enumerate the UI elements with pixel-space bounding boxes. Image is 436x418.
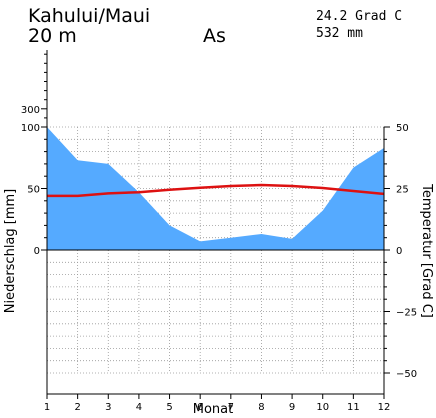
x-tick-label: 10 bbox=[316, 402, 329, 413]
mean-temperature: 24.2 Grad C bbox=[316, 9, 402, 24]
x-tick-label: 4 bbox=[136, 402, 142, 413]
x-tick-label: 12 bbox=[378, 402, 391, 413]
climate-class: As bbox=[203, 25, 226, 47]
x-tick-label: 9 bbox=[289, 402, 295, 413]
x-tick-label: 2 bbox=[74, 402, 80, 413]
left-tick-label: 50 bbox=[27, 185, 40, 196]
x-tick-label: 5 bbox=[166, 402, 172, 413]
right-tick-label: 25 bbox=[396, 185, 409, 196]
right-tick-label: 50 bbox=[396, 123, 409, 134]
x-tick-label: 1 bbox=[44, 402, 50, 413]
right-tick-label: −25 bbox=[396, 308, 417, 319]
x-tick-label: 6 bbox=[197, 402, 203, 413]
station-name: Kahului/Maui bbox=[28, 5, 150, 27]
right-tick-label: −50 bbox=[396, 369, 417, 380]
x-tick-label: 8 bbox=[258, 402, 264, 413]
grid bbox=[46, 126, 385, 374]
precipitation-area bbox=[47, 127, 384, 250]
right-axis-label: Temperatur [Grad C] bbox=[419, 183, 434, 318]
x-axis-label: Monat bbox=[193, 402, 233, 417]
temperature-line bbox=[47, 183, 385, 198]
left-tick-label: 100 bbox=[21, 123, 40, 134]
axes bbox=[41, 50, 390, 399]
x-tick-label: 11 bbox=[347, 402, 360, 413]
left-tick-label: 0 bbox=[34, 246, 40, 257]
left-axis-label: Niederschlag [mm] bbox=[3, 189, 18, 314]
right-tick-label: 0 bbox=[396, 246, 402, 257]
x-tick-label: 7 bbox=[228, 402, 234, 413]
annual-precipitation: 532 mm bbox=[316, 26, 363, 41]
left-tick-label: 300 bbox=[21, 105, 40, 116]
elevation: 20 m bbox=[28, 25, 77, 47]
x-tick-label: 3 bbox=[105, 402, 111, 413]
